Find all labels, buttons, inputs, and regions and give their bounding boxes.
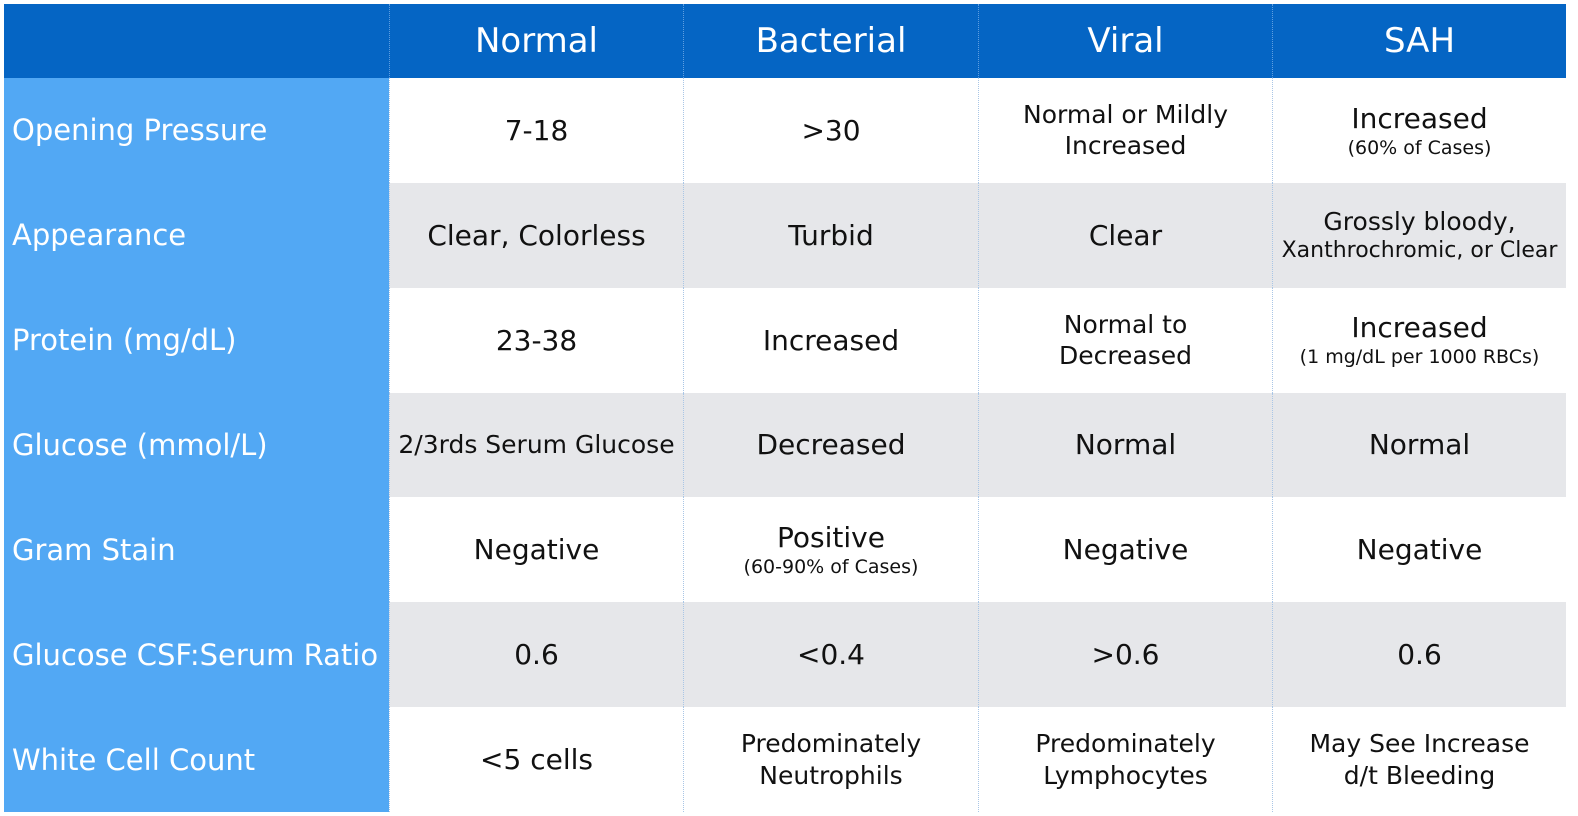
row-label: Glucose CSF:Serum Ratio [4,602,389,708]
cell-text: 7-18 [504,113,569,147]
cell-text: May See Increase [1309,729,1530,759]
cell-text: Lymphocytes [1043,760,1208,790]
cell-text: Clear, Colorless [427,218,646,252]
cell-text: Neutrophils [759,760,903,790]
table-cell: Negative [978,497,1272,603]
row-label: Opening Pressure [4,78,389,183]
table-cell: Increased (60% of Cases) [1272,78,1566,183]
table-cell: Predominately Neutrophils [683,707,978,812]
table-cell: Normal [978,392,1272,498]
cell-text: Grossly bloody, [1323,206,1516,236]
table-cell: 0.6 [1272,602,1566,708]
table-cell: Decreased [683,392,978,498]
table-cell: Turbid [683,182,978,288]
table-cell: <0.4 [683,602,978,708]
table-cell: Clear, Colorless [389,182,683,288]
row-label: Glucose (mmol/L) [4,392,389,498]
column-header: Bacterial [683,4,978,78]
cell-note: (60% of Cases) [1347,136,1492,159]
cell-text: 2/3rds Serum Glucose [398,430,675,460]
header-corner [4,4,389,78]
column-header: Normal [389,4,683,78]
row-label: White Cell Count [4,707,389,812]
column-header: SAH [1272,4,1566,78]
cell-text: Increased [1351,311,1488,345]
cell-text: Normal to [1063,309,1188,339]
table-cell: 0.6 [389,602,683,708]
cell-text: Xanthrochromic, or Clear [1281,238,1558,264]
table-cell: 7-18 [389,78,683,183]
table-cell: 23-38 [389,287,683,393]
cell-text: Positive [777,521,885,554]
cell-text: d/t Bleeding [1343,760,1496,790]
cell-text: Negative [1356,533,1483,567]
cell-note: (60-90% of Cases) [743,556,919,578]
comparison-table: Normal Bacterial Viral SAH Opening Pressure 7… [4,4,1566,812]
cell-text: <5 cells [480,743,593,777]
cell-text: Decreased [1058,341,1193,371]
table-cell: >30 [683,78,978,183]
cell-text: Negative [473,533,600,567]
cell-text: Normal [1368,428,1471,462]
cell-text: Predominately [1035,729,1216,759]
column-header: Viral [978,4,1272,78]
cell-text: >0.6 [1091,638,1160,672]
cell-text: Decreased [756,428,906,462]
row-label: Protein (mg/dL) [4,287,389,393]
table-cell: 2/3rds Serum Glucose [389,392,683,498]
cell-text: 0.6 [514,638,559,672]
cell-text: Increased [1351,101,1488,135]
table-cell: Normal to Decreased [978,287,1272,393]
table-cell: Normal or Mildly Increased [978,78,1272,183]
table-cell: May See Increase d/t Bleeding [1272,707,1566,812]
row-label: Appearance [4,182,389,288]
table-cell: Negative [1272,497,1566,603]
table-cell: <5 cells [389,707,683,812]
cell-text: 23-38 [495,323,578,357]
cell-text: Normal [1074,428,1177,462]
table-cell: Clear [978,182,1272,288]
table-cell: >0.6 [978,602,1272,708]
cell-text: 0.6 [1397,638,1442,672]
cell-note: (1 mg/dL per 1000 RBCs) [1299,346,1540,369]
cell-text: <0.4 [797,638,865,672]
cell-text: Increased [1064,131,1187,161]
cell-text: Turbid [788,218,874,252]
table-cell: Positive (60-90% of Cases) [683,497,978,603]
table-cell: Negative [389,497,683,603]
cell-text: Predominately [740,729,922,759]
table-cell: Increased [683,287,978,393]
cell-text: Clear [1088,218,1163,252]
cell-text: >30 [801,113,861,147]
cell-text: Increased [762,323,900,357]
cell-text: Negative [1062,533,1189,567]
row-label: Gram Stain [4,497,389,603]
table-cell: Grossly bloody, Xanthrochromic, or Clear [1272,182,1566,288]
table-cell: Normal [1272,392,1566,498]
cell-text: Normal or Mildly [1023,100,1228,130]
table-cell: Increased (1 mg/dL per 1000 RBCs) [1272,287,1566,393]
table-cell: Predominately Lymphocytes [978,707,1272,812]
